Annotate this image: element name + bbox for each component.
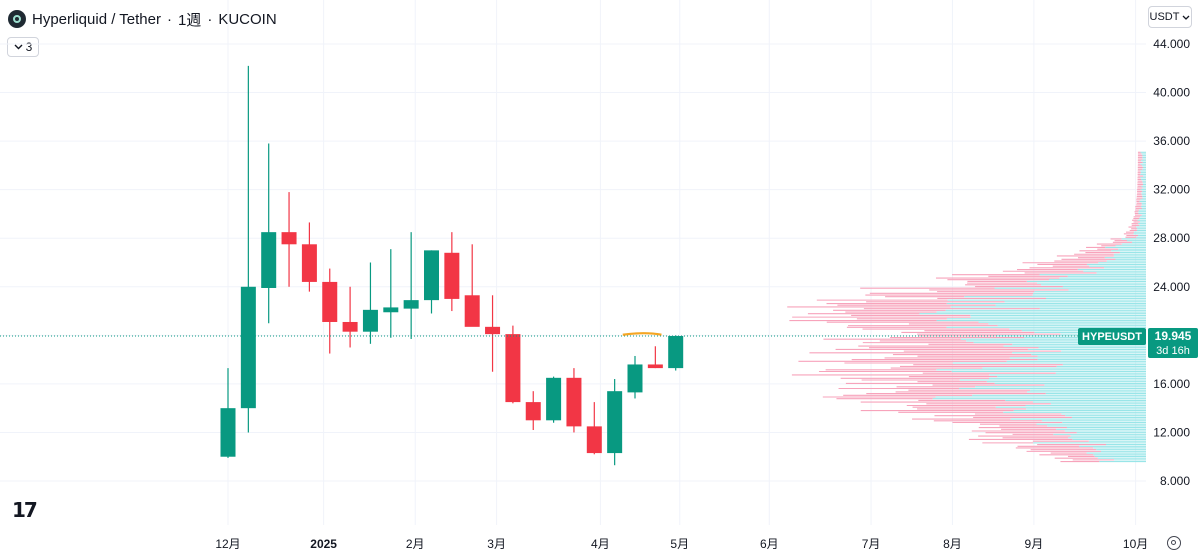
time-tick-label: 9月 [1025,537,1044,551]
indicator-count: 3 [25,40,33,54]
chevron-down-icon [1183,15,1190,20]
time-tick-label: 12月 [215,537,240,551]
countdown-label: 3d 16h [1156,345,1190,357]
separator: · [207,10,213,28]
candle-up [424,250,439,301]
price-tick-label: 32.000 [1153,183,1190,197]
price-tick-label: 12.000 [1153,425,1190,439]
candle-down [342,321,358,332]
candle-up [240,286,256,409]
indicator-legend-toggle[interactable]: 3 [7,37,39,57]
candle-down [525,402,541,421]
candle-up [383,307,399,313]
volume-profile [787,151,1146,463]
time-tick-label: 5月 [670,537,689,551]
time-tick-label: 3月 [487,537,506,551]
vwap-line [622,332,662,336]
candle-down [322,281,338,322]
chart-grid [0,0,1146,525]
candle-down [586,426,602,454]
candle-down [647,364,663,369]
candle-up [362,309,378,332]
candle-up [403,300,419,309]
candle-up [607,391,623,454]
currency-label: USDT [1149,11,1180,23]
gear-icon[interactable] [1167,536,1181,550]
separator: · [166,10,172,28]
candle-down [566,377,582,427]
price-tick-label: 44.000 [1153,37,1190,51]
candle-down [281,232,297,245]
symbol-tag-label: HYPEUSDT [1082,331,1142,343]
candle-down [485,326,501,335]
last-price-label: HYPEUSDT 19.945 3d 16h [1078,328,1198,359]
price-tag-value: 19.945 [1155,329,1192,343]
candle-up [546,377,562,421]
candle-series [220,65,684,466]
tradingview-logo-icon[interactable]: 17 [12,498,38,522]
symbol-tag [1078,328,1146,346]
time-tick-label: 2月 [406,537,425,551]
chart-overlay [0,332,1146,337]
candle-up [668,336,684,369]
chevron-down-icon [14,44,23,50]
price-axis: 44.000 40.000 36.000 32.000 28.000 24.000 16.0… [1153,37,1190,488]
time-tick-label: 2025 [310,537,337,551]
candle-down [444,252,460,299]
price-tick-label: 8.000 [1160,474,1190,488]
time-tick-label: 4月 [591,537,610,551]
time-tick-label: 7月 [862,537,881,551]
price-tick-label: 16.000 [1153,377,1190,391]
candle-down [505,334,521,403]
interval-label[interactable]: 1週 [177,11,202,29]
hyperliquid-logo-icon [8,10,26,28]
currency-selector[interactable]: USDT [1148,6,1192,28]
candle-up [627,364,643,393]
time-tick-label: 8月 [943,537,962,551]
price-tag [1148,328,1198,359]
time-tick-label: 6月 [760,537,779,551]
candle-down [464,295,480,327]
symbol-title[interactable]: Hyperliquid / Tether [32,10,161,28]
candle-up [261,232,277,288]
time-axis: 12月 2025 2月 3月 4月 5月 6月 7月 8月 9月 10月 [215,537,1148,551]
candle-down [301,244,317,282]
price-tick-label: 40.000 [1153,86,1190,100]
candle-up [220,408,236,457]
chart-header: Hyperliquid / Tether · 1週 · KUCOIN [8,8,277,30]
price-tick-label: 28.000 [1153,231,1190,245]
time-tick-label: 10月 [1123,537,1148,551]
exchange-label[interactable]: KUCOIN [218,10,277,28]
price-tick-label: 36.000 [1153,134,1190,148]
price-tick-label: 24.000 [1153,280,1190,294]
